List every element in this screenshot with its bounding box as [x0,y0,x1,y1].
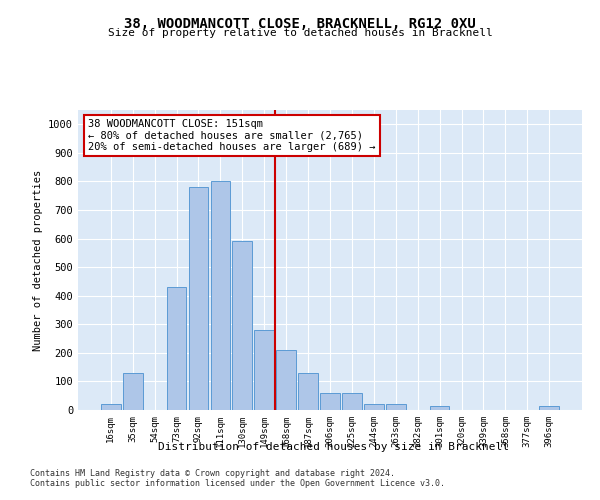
Text: Contains HM Land Registry data © Crown copyright and database right 2024.: Contains HM Land Registry data © Crown c… [30,468,395,477]
Y-axis label: Number of detached properties: Number of detached properties [32,170,43,350]
Bar [101,404,121,410]
Bar [188,187,208,410]
Bar [167,287,187,410]
Bar [342,393,362,410]
Text: Contains public sector information licensed under the Open Government Licence v3: Contains public sector information licen… [30,478,445,488]
Bar [320,393,340,410]
Bar [276,350,296,410]
Bar [539,406,559,410]
Text: 38 WOODMANCOTT CLOSE: 151sqm
← 80% of detached houses are smaller (2,765)
20% of: 38 WOODMANCOTT CLOSE: 151sqm ← 80% of de… [88,119,376,152]
Bar [254,330,274,410]
Text: 38, WOODMANCOTT CLOSE, BRACKNELL, RG12 0XU: 38, WOODMANCOTT CLOSE, BRACKNELL, RG12 0… [124,18,476,32]
Bar [298,373,318,410]
Text: Distribution of detached houses by size in Bracknell: Distribution of detached houses by size … [158,442,509,452]
Bar [232,242,252,410]
Bar [211,182,230,410]
Bar [364,404,384,410]
Bar [123,373,143,410]
Bar [430,406,449,410]
Text: Size of property relative to detached houses in Bracknell: Size of property relative to detached ho… [107,28,493,38]
Bar [386,404,406,410]
